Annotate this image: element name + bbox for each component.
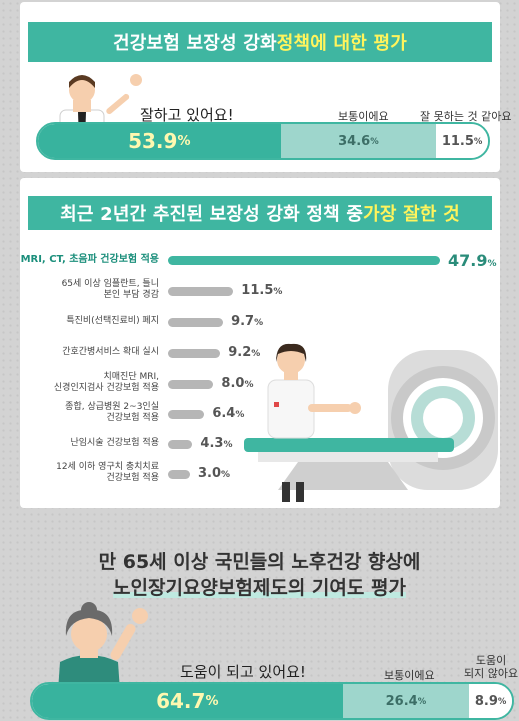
- s1-value-3: 11.5: [441, 133, 474, 149]
- s2-bar-6: [168, 410, 205, 419]
- s2-bar-label-5: 치매진단 MRI, 신경인지검사 건강보험 적용: [9, 372, 159, 395]
- s1-unit-3: %: [473, 136, 483, 146]
- section3-title: 만 65세 이상 국민들의 노후건강 향상에 노인장기요양보험제도의 기여도 평…: [0, 550, 519, 601]
- s2-bar-value-5: 8.0%: [221, 376, 253, 391]
- section2-title-main: 최근 2년간 추진된 보장성 강화 정책 중: [60, 204, 364, 225]
- s3-segment-3: 8.9%: [469, 684, 512, 718]
- s2-bar-value-number: 4.3: [200, 436, 224, 451]
- s2-bar-label-1: MRI, CT, 초음파 건강보험 적용: [9, 254, 159, 267]
- section2-title-highlight: 가장 잘한 것: [363, 204, 460, 225]
- s1-unit-1: %: [177, 133, 191, 149]
- s2-bar-value-number: 47.9: [448, 251, 488, 270]
- s2-bar-value-number: 9.7: [231, 314, 255, 329]
- s2-bar-5: [168, 380, 214, 389]
- s2-bar-value-number: 9.2: [228, 345, 252, 360]
- s2-bar-label-7: 난임시술 건강보험 적용: [9, 438, 159, 449]
- s2-bar-8: [168, 470, 190, 479]
- s2-bar-value-8: 3.0%: [198, 466, 230, 481]
- s2-bar-1: [168, 256, 440, 265]
- s3-label-good: 도움이 되고 있어요!: [180, 663, 306, 681]
- s2-bar-value-unit: %: [223, 440, 233, 450]
- s3-label-normal: 보통이에요: [384, 669, 435, 682]
- s2-bar-value-4: 9.2%: [228, 345, 260, 360]
- s2-bar-value-unit: %: [487, 259, 497, 269]
- s2-bar-value-unit: %: [251, 349, 261, 359]
- s1-label-bad: 잘 못하는 것 같아요: [420, 110, 512, 123]
- s2-bar-value-unit: %: [254, 318, 264, 328]
- s3-segment-2: 26.4%: [342, 684, 470, 718]
- s1-label-good: 잘하고 있어요!: [140, 106, 234, 124]
- s2-bar-label-line: 치매진단 MRI,: [103, 372, 159, 382]
- s2-bar-4: [168, 349, 221, 358]
- s2-bar-label-line: 12세 이하 영구치 충치치료: [56, 462, 159, 472]
- s3-unit-1: %: [205, 693, 219, 709]
- s3-label-bad-line2: 되지 않아요: [464, 667, 519, 681]
- s1-segment-3: 11.5%: [436, 124, 488, 158]
- s2-bar-value-unit: %: [221, 470, 231, 480]
- section3-title-line2: 노인장기요양보험제도의 기여도 평가: [113, 576, 406, 599]
- s1-unit-2: %: [370, 136, 379, 146]
- s2-bar-value-unit: %: [273, 287, 283, 297]
- s1-segment-2: 34.6%: [280, 124, 437, 158]
- s3-unit-3: %: [497, 696, 507, 706]
- s3-unit-2: %: [417, 696, 427, 706]
- section1-title-highlight: 정책에 대한 평가: [276, 33, 408, 54]
- s2-bar-label-line: 종합, 상급병원 2~3인실: [65, 402, 159, 412]
- s2-bar-value-6: 6.4%: [212, 406, 244, 421]
- s2-bar-label-line: MRI, CT, 초음파 건강보험 적용: [20, 254, 159, 265]
- s2-bar-label-line: 건강보험 적용: [106, 473, 159, 484]
- s2-bar-label-line: 특진비(선택진료비) 폐지: [66, 316, 159, 326]
- s2-bar-label-line: 간호간병서비스 확대 실시: [62, 347, 159, 357]
- s2-bar-2: [168, 287, 234, 296]
- s2-bar-value-3: 9.7%: [231, 314, 263, 329]
- s2-bar-value-unit: %: [235, 410, 245, 420]
- s3-label-bad: 도움이 되지 않아요: [464, 654, 518, 680]
- s2-bar-label-line: 본인 부담 경감: [103, 290, 159, 301]
- s2-bar-value-number: 11.5: [241, 283, 274, 298]
- s2-bar-value-7: 4.3%: [200, 436, 232, 451]
- s2-bar-value-2: 11.5%: [241, 283, 282, 298]
- section3-title-line1: 만 65세 이상 국민들의 노후건강 향상에: [98, 551, 421, 573]
- section2-title: 최근 2년간 추진된 보장성 강화 정책 중 가장 잘한 것: [28, 196, 492, 230]
- s2-bar-value-number: 6.4: [212, 406, 236, 421]
- s3-segment-1: 64.7%: [32, 684, 343, 718]
- s1-segment-1: 53.9%: [38, 124, 281, 158]
- s1-label-normal: 보통이에요: [338, 110, 389, 123]
- s1-value-1: 53.9: [128, 129, 178, 153]
- section1-title-main: 건강보험 보장성 강화: [112, 33, 277, 54]
- s3-value-3: 8.9: [474, 693, 498, 709]
- s2-bar-7: [168, 440, 193, 449]
- s2-bar-label-3: 특진비(선택진료비) 폐지: [9, 316, 159, 327]
- s3-value-1: 64.7: [156, 689, 206, 713]
- s2-bar-value-number: 3.0: [198, 466, 222, 481]
- s2-bar-label-8: 12세 이하 영구치 충치치료 건강보험 적용: [9, 462, 159, 485]
- s3-value-2: 26.4: [385, 693, 418, 709]
- s3-stacked-bar: 64.7% 26.4% 8.9%: [30, 682, 514, 720]
- s2-bar-label-6: 종합, 상급병원 2~3인실 건강보험 적용: [9, 402, 159, 425]
- s2-bar-label-line: 65세 이상 임플란트, 틀니: [61, 279, 159, 289]
- s2-bar-label-2: 65세 이상 임플란트, 틀니 본인 부담 경감: [9, 279, 159, 302]
- s2-bar-label-line: 건강보험 적용: [106, 413, 159, 424]
- s2-bar-label-line: 난임시술 건강보험 적용: [70, 438, 159, 448]
- s2-bar-label-4: 간호간병서비스 확대 실시: [9, 347, 159, 358]
- s2-bar-3: [168, 318, 224, 327]
- s2-bar-label-line: 신경인지검사 건강보험 적용: [53, 383, 159, 394]
- s1-value-2: 34.6: [338, 133, 371, 149]
- s2-bar-value-number: 8.0: [221, 376, 245, 391]
- s2-bar-value-1: 47.9%: [448, 251, 497, 270]
- s3-label-bad-line1: 도움이: [475, 654, 507, 667]
- mri-nurse-illustration: [244, 343, 498, 502]
- s1-stacked-bar: 53.9% 34.6% 11.5%: [36, 122, 490, 160]
- s2-bar-value-unit: %: [244, 380, 254, 390]
- section1-title: 건강보험 보장성 강화 정책에 대한 평가: [28, 22, 492, 62]
